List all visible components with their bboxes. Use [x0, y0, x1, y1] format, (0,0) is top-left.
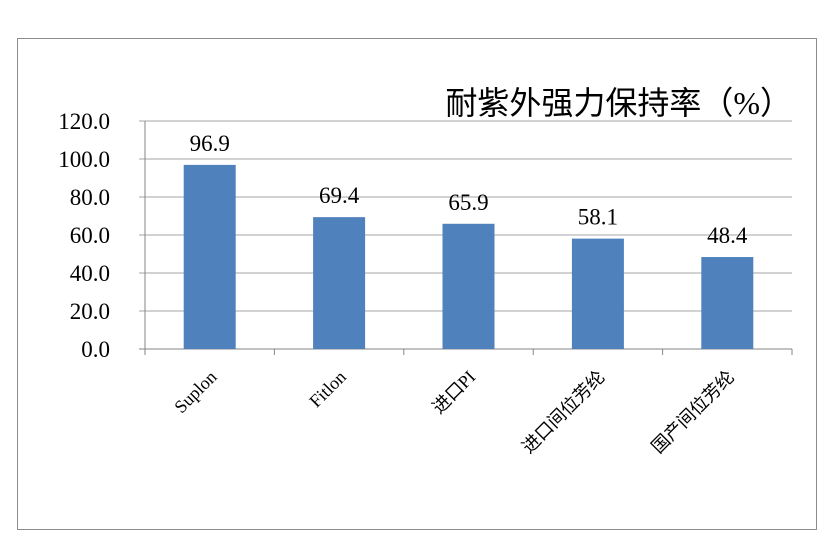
x-tick-label: 进口间位芳纶 [518, 367, 609, 458]
y-tick-label: 60.0 [70, 223, 110, 248]
x-tick-label: 进口PI [428, 367, 479, 418]
data-label: 69.4 [319, 183, 360, 208]
y-tick-label: 80.0 [70, 185, 110, 210]
data-label: 58.1 [578, 205, 618, 230]
x-tick-label: Fitlon [305, 367, 350, 412]
data-label: 96.9 [190, 131, 230, 156]
y-tick-label: 0.0 [81, 337, 110, 362]
bar-2 [442, 223, 495, 349]
data-label: 65.9 [448, 190, 488, 215]
x-tick-label: 国产间位芳纶 [648, 367, 739, 458]
y-tick-label: 20.0 [70, 299, 110, 324]
x-tick-label: Suplon [170, 367, 220, 417]
data-label: 48.4 [707, 223, 748, 248]
chart-frame [17, 38, 817, 530]
bar-1 [313, 217, 366, 349]
bar-4 [701, 257, 754, 349]
chart-title: 耐紫外强力保持率（%） [445, 85, 792, 121]
bar-0 [183, 164, 236, 349]
bar-3 [571, 238, 624, 349]
y-tick-label: 120.0 [58, 109, 110, 134]
y-tick-label: 40.0 [70, 261, 110, 286]
y-tick-label: 100.0 [58, 147, 110, 172]
